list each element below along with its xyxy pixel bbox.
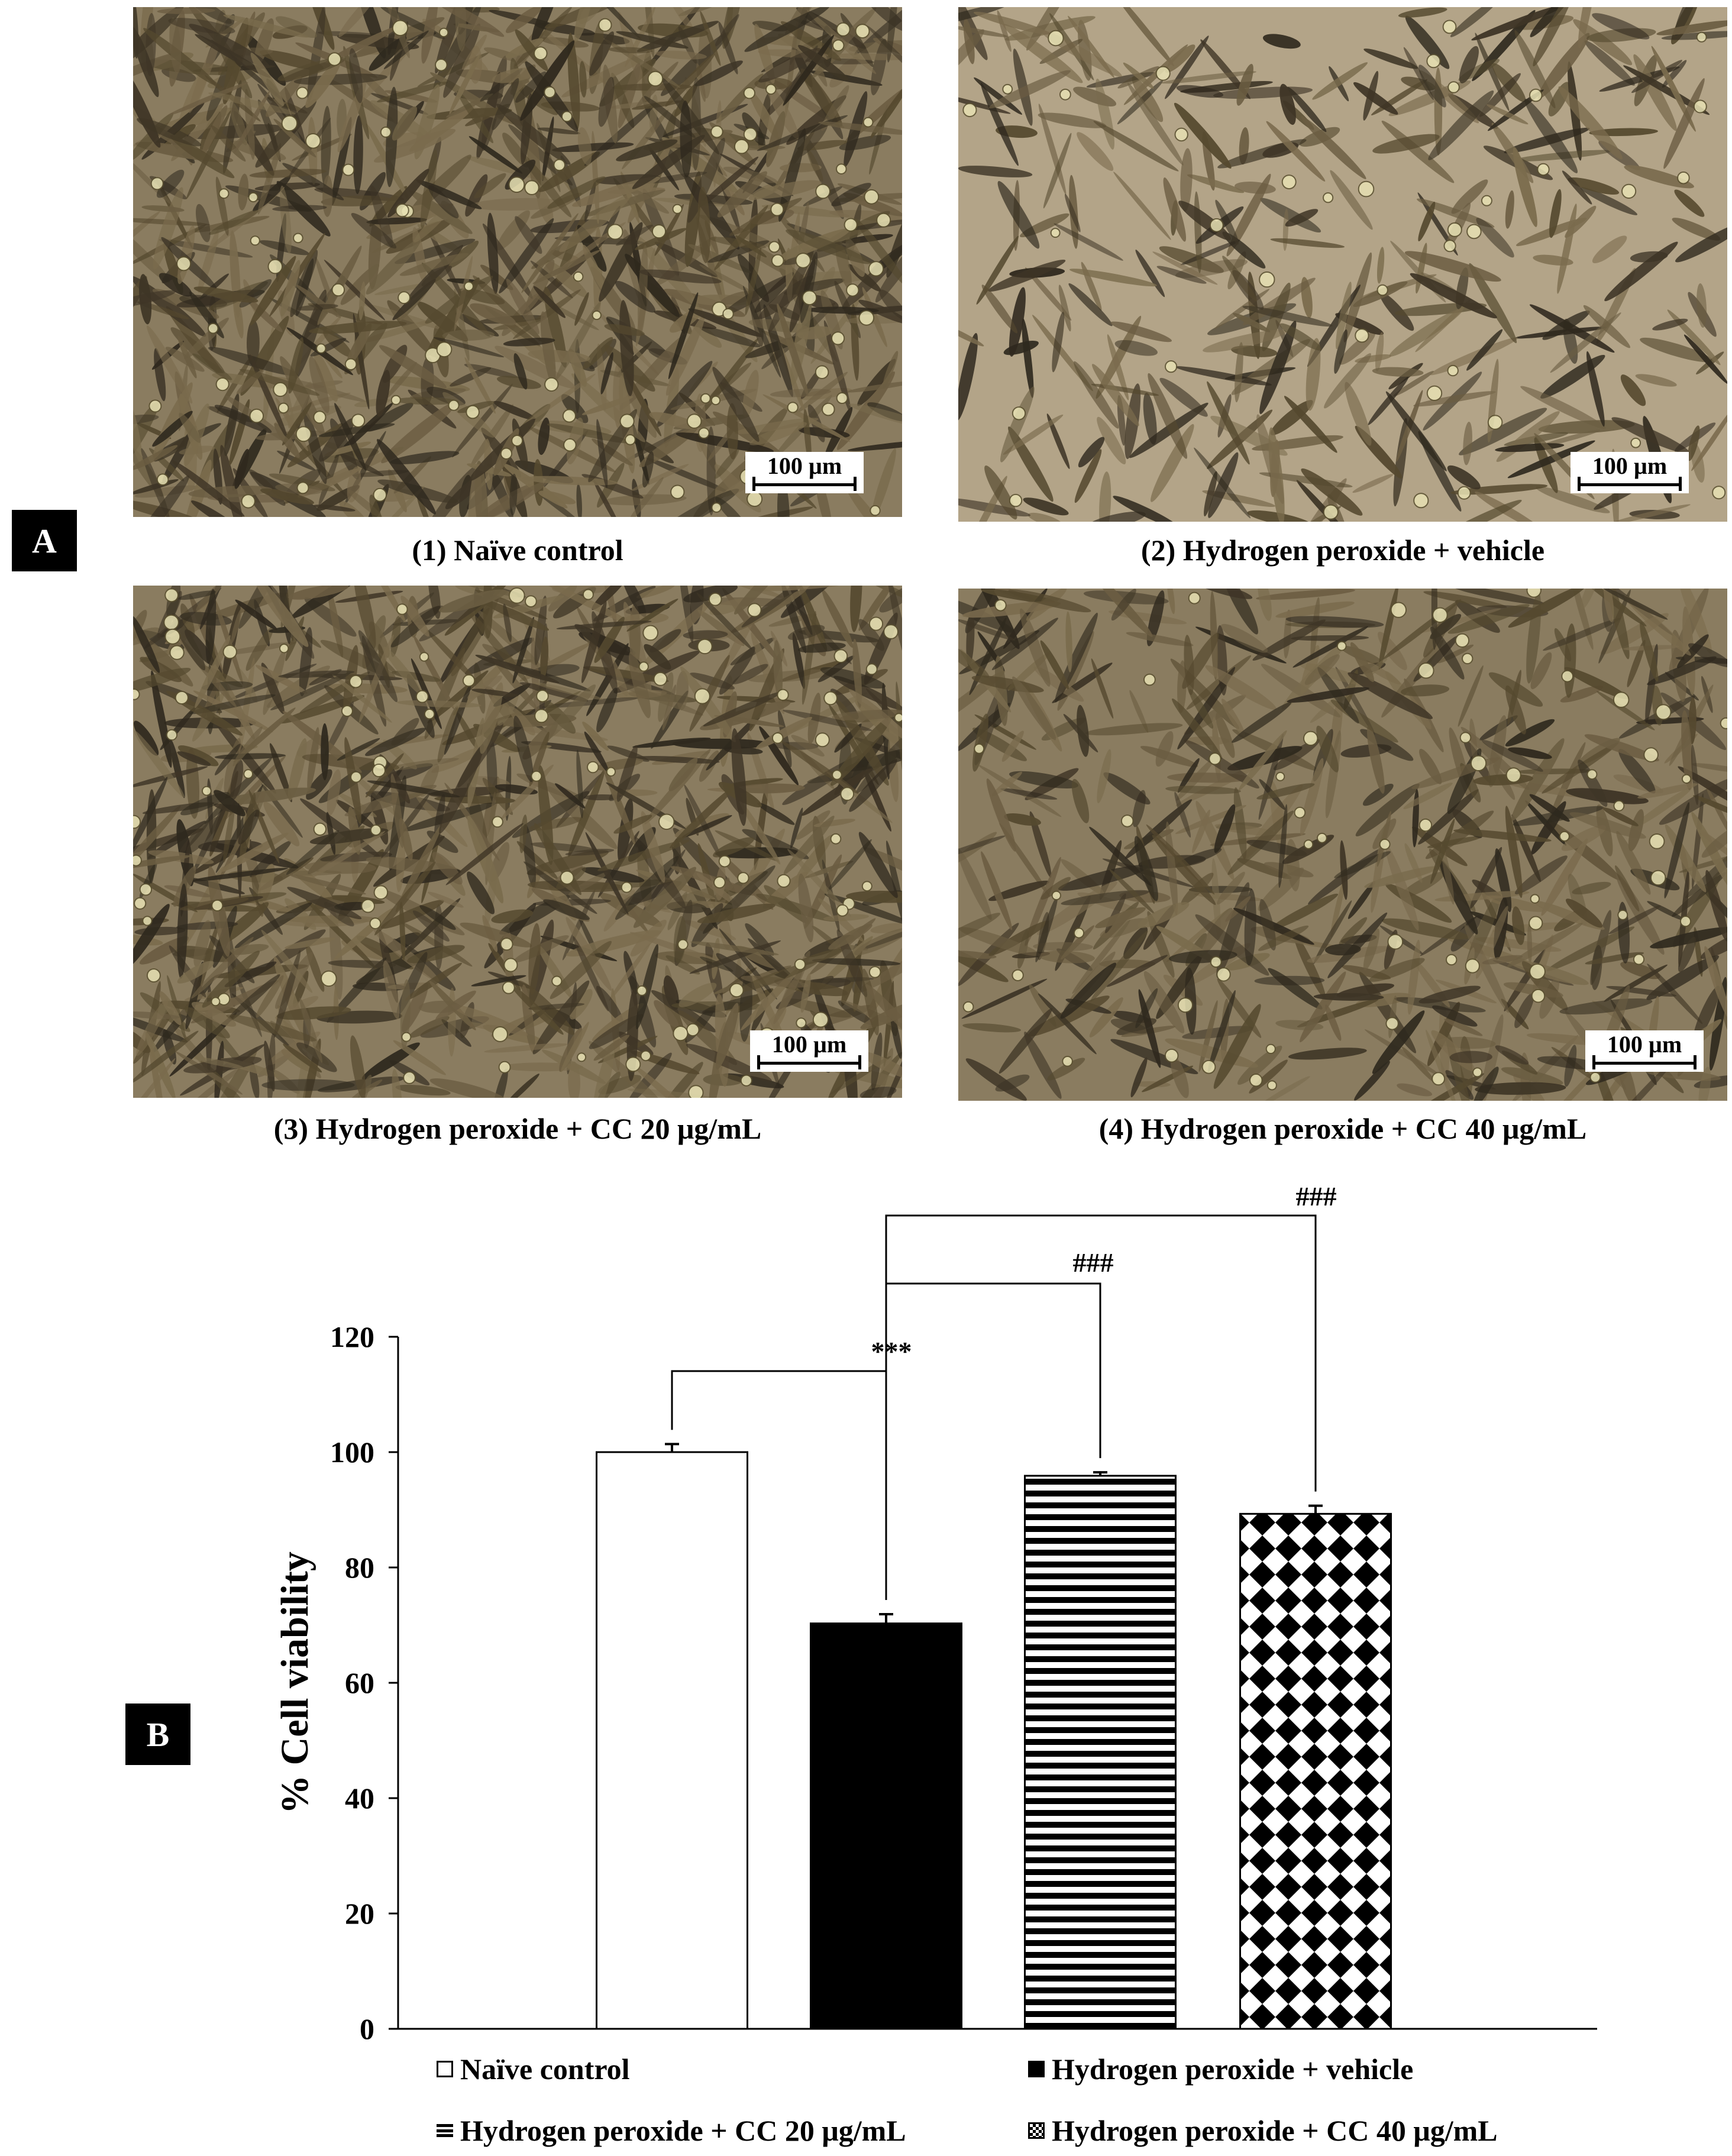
bar-3 bbox=[1024, 1475, 1177, 2030]
y-tick-label: 0 bbox=[360, 2012, 374, 2045]
caption-image-3: (3) Hydrogen peroxide + CC 20 μg/mL bbox=[273, 1112, 762, 1145]
y-tick-label: 20 bbox=[345, 1897, 374, 1930]
scale-bar: 100 µm bbox=[750, 1030, 868, 1072]
legend-label: Hydrogen peroxide + CC 40 μg/mL bbox=[1052, 2114, 1498, 2147]
y-tick-label: 100 bbox=[330, 1436, 374, 1469]
scale-bar: 100 µm bbox=[745, 452, 864, 493]
legend-label: Naïve control bbox=[460, 2052, 630, 2086]
scale-bar: 100 µm bbox=[1571, 452, 1689, 493]
y-tick-label: 60 bbox=[345, 1666, 374, 1699]
y-tick-label: 120 bbox=[330, 1320, 374, 1353]
significance-bracket bbox=[885, 1214, 1317, 1600]
y-tick-label: 80 bbox=[345, 1551, 374, 1584]
panel-b-label: B bbox=[125, 1704, 190, 1765]
legend-item-naive-control: Naïve control bbox=[437, 2051, 630, 2087]
significance-label: *** bbox=[871, 1336, 912, 1366]
legend-item-cc20: Hydrogen peroxide + CC 20 μg/mL bbox=[437, 2113, 906, 2148]
y-axis-label: % Cell viability bbox=[273, 1551, 316, 1814]
micrograph-naive-control bbox=[133, 7, 902, 517]
legend-item-hydrogen-peroxide-vehicle: Hydrogen peroxide + vehicle bbox=[1028, 2051, 1413, 2087]
scale-bar: 100 µm bbox=[1585, 1030, 1704, 1072]
caption-image-4: (4) Hydrogen peroxide + CC 40 μg/mL bbox=[1098, 1112, 1587, 1145]
panel-a-label: A bbox=[12, 510, 77, 571]
y-tick-label: 40 bbox=[345, 1782, 374, 1815]
legend-label: Hydrogen peroxide + CC 20 μg/mL bbox=[460, 2114, 906, 2147]
bar-1 bbox=[596, 1451, 748, 2030]
legend-swatch-checkerboard bbox=[1028, 2122, 1045, 2139]
legend-swatch-white bbox=[437, 2061, 453, 2077]
caption-image-2: (2) Hydrogen peroxide + vehicle bbox=[1140, 534, 1545, 567]
legend-label: Hydrogen peroxide + vehicle bbox=[1052, 2052, 1414, 2086]
significance-label: ### bbox=[1296, 1181, 1337, 1211]
caption-image-1: (1) Naïve control bbox=[412, 534, 623, 567]
micrograph-hydrogen-peroxide-cc40 bbox=[958, 589, 1727, 1101]
bar-2 bbox=[810, 1622, 962, 2030]
micrograph-hydrogen-peroxide-vehicle bbox=[958, 7, 1727, 522]
legend-swatch-stripes bbox=[437, 2124, 453, 2137]
micrograph-hydrogen-peroxide-cc20 bbox=[133, 586, 902, 1098]
bar-4 bbox=[1239, 1512, 1392, 2030]
cell-viability-bar-chart: 0 20 40 60 80 100 120 % Cell viability *** ### ### bbox=[273, 1181, 1597, 2045]
significance-label: ### bbox=[1073, 1247, 1114, 1278]
legend-swatch-black bbox=[1028, 2061, 1045, 2077]
legend-item-cc40: Hydrogen peroxide + CC 40 μg/mL bbox=[1028, 2113, 1498, 2148]
